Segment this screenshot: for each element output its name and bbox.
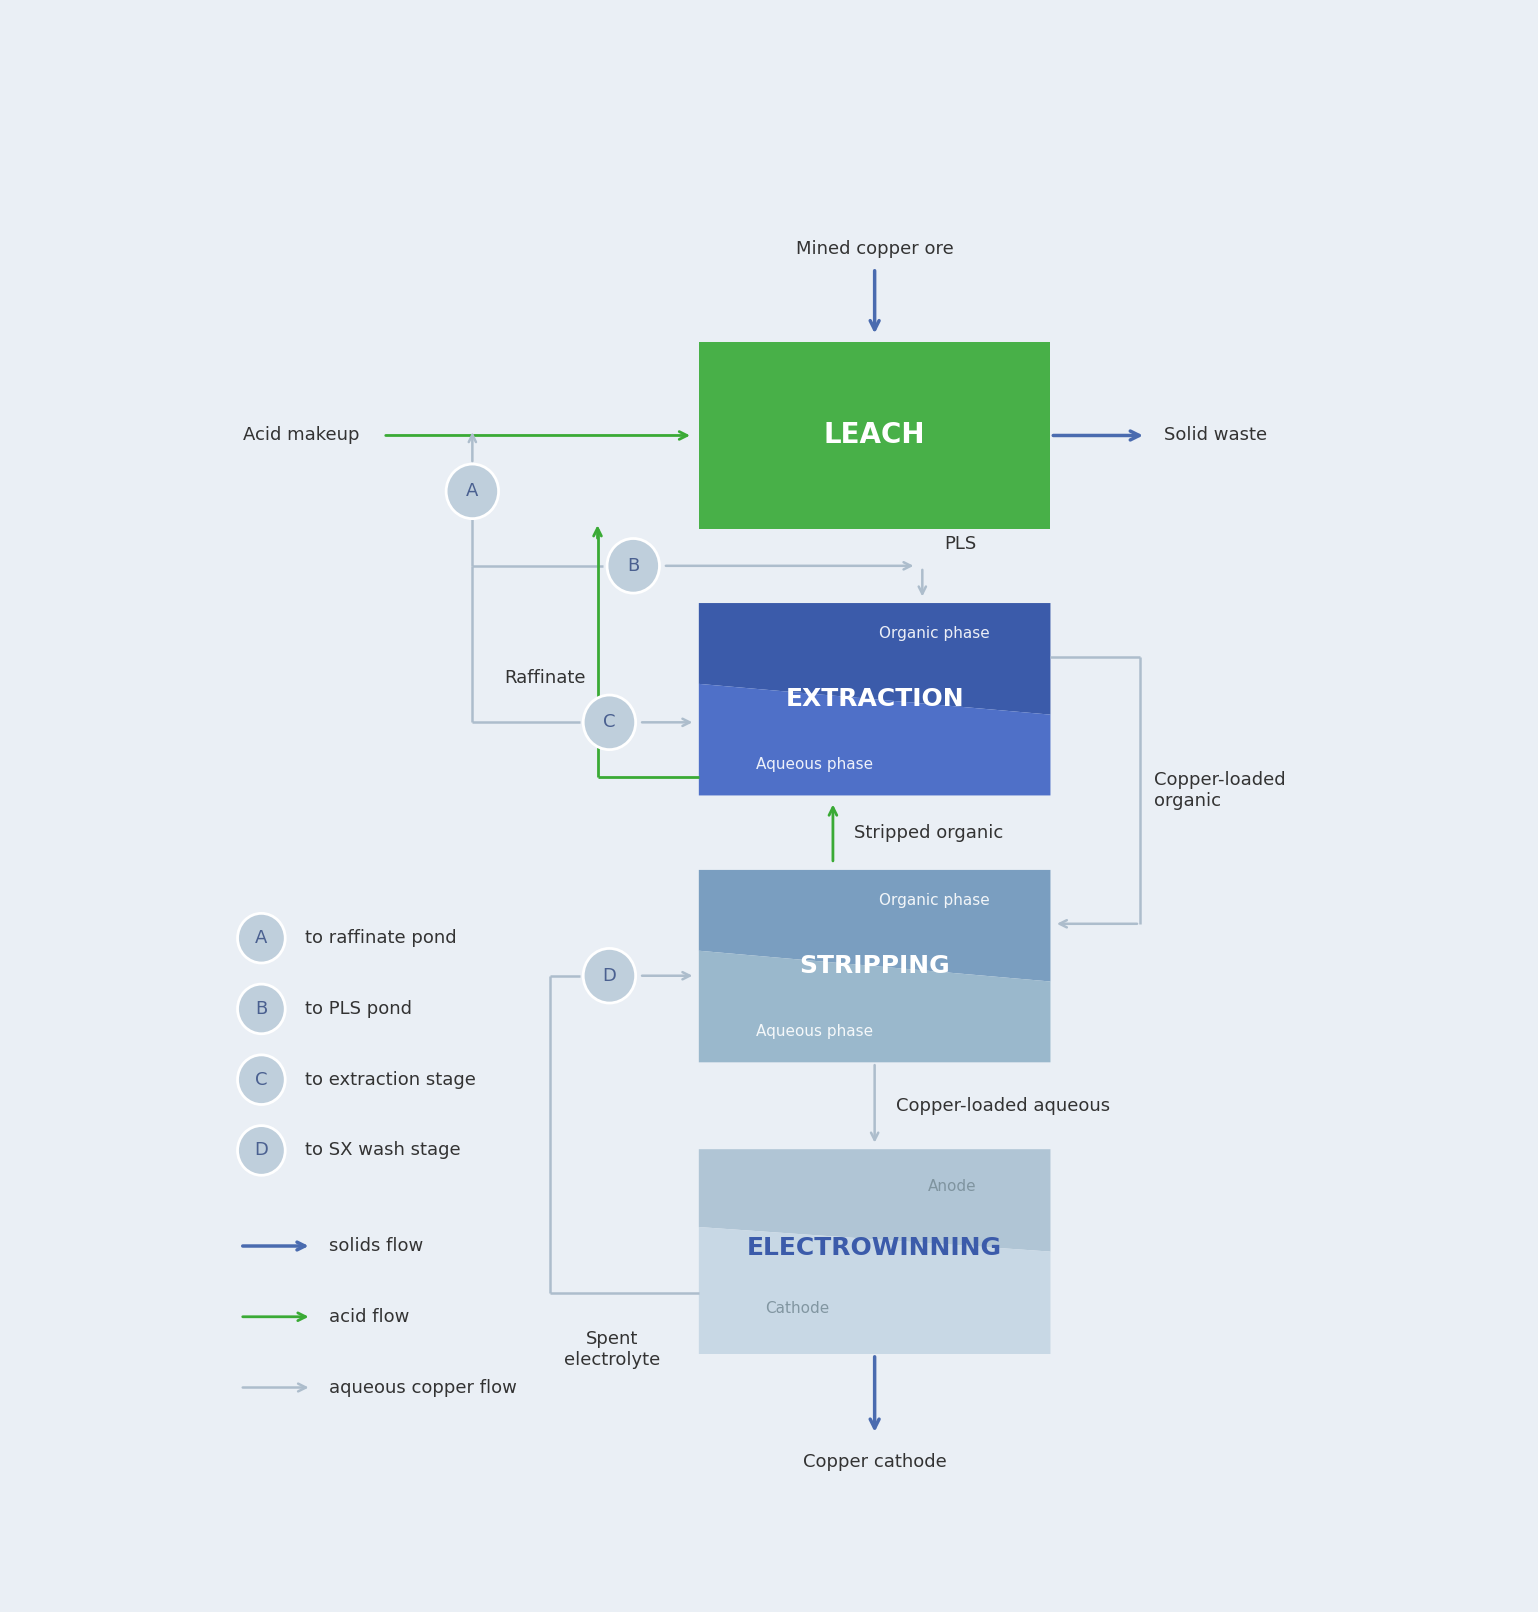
- Text: Aqueous phase: Aqueous phase: [757, 1024, 874, 1040]
- Polygon shape: [698, 870, 1050, 1062]
- Circle shape: [583, 948, 635, 1003]
- Text: C: C: [255, 1070, 268, 1088]
- Text: EXTRACTION: EXTRACTION: [786, 687, 964, 711]
- Text: Solid waste: Solid waste: [1164, 427, 1267, 445]
- Circle shape: [237, 914, 285, 962]
- Circle shape: [237, 1054, 285, 1104]
- Circle shape: [237, 983, 285, 1033]
- Text: Raffinate: Raffinate: [504, 669, 586, 687]
- Text: D: D: [603, 967, 617, 985]
- Text: acid flow: acid flow: [329, 1307, 409, 1325]
- Text: Anode: Anode: [927, 1178, 977, 1193]
- Text: Copper cathode: Copper cathode: [803, 1454, 946, 1472]
- Circle shape: [608, 538, 660, 593]
- Text: Aqueous phase: Aqueous phase: [757, 758, 874, 772]
- Text: solids flow: solids flow: [329, 1236, 423, 1256]
- Circle shape: [237, 1125, 285, 1175]
- Text: A: A: [466, 482, 478, 500]
- Text: LEACH: LEACH: [824, 421, 926, 450]
- Text: B: B: [628, 556, 640, 575]
- Polygon shape: [698, 603, 1050, 795]
- Text: Mined copper ore: Mined copper ore: [795, 240, 954, 258]
- Text: Acid makeup: Acid makeup: [243, 427, 360, 445]
- Polygon shape: [698, 683, 1050, 795]
- Text: to extraction stage: to extraction stage: [306, 1070, 477, 1088]
- Text: to SX wash stage: to SX wash stage: [306, 1141, 461, 1159]
- Text: Cathode: Cathode: [766, 1301, 829, 1317]
- Text: Copper-loaded aqueous: Copper-loaded aqueous: [897, 1096, 1110, 1116]
- Text: Organic phase: Organic phase: [880, 627, 990, 642]
- Text: Organic phase: Organic phase: [880, 893, 990, 908]
- Text: aqueous copper flow: aqueous copper flow: [329, 1378, 517, 1396]
- Polygon shape: [698, 1149, 1050, 1354]
- Text: to raffinate pond: to raffinate pond: [306, 929, 457, 948]
- Text: Copper-loaded
organic: Copper-loaded organic: [1154, 771, 1286, 809]
- Text: STRIPPING: STRIPPING: [800, 954, 950, 978]
- Text: C: C: [603, 714, 615, 732]
- Text: A: A: [255, 929, 268, 948]
- Polygon shape: [698, 951, 1050, 1062]
- Text: to PLS pond: to PLS pond: [306, 999, 412, 1017]
- Polygon shape: [698, 1227, 1050, 1354]
- Text: B: B: [255, 999, 268, 1017]
- Text: D: D: [254, 1141, 268, 1159]
- Circle shape: [583, 695, 635, 750]
- Circle shape: [446, 464, 498, 519]
- Text: PLS: PLS: [944, 535, 977, 553]
- Bar: [698, 342, 1050, 529]
- Text: Stripped organic: Stripped organic: [855, 824, 1004, 841]
- Text: ELECTROWINNING: ELECTROWINNING: [747, 1235, 1003, 1259]
- Text: Spent
electrolyte: Spent electrolyte: [564, 1330, 660, 1369]
